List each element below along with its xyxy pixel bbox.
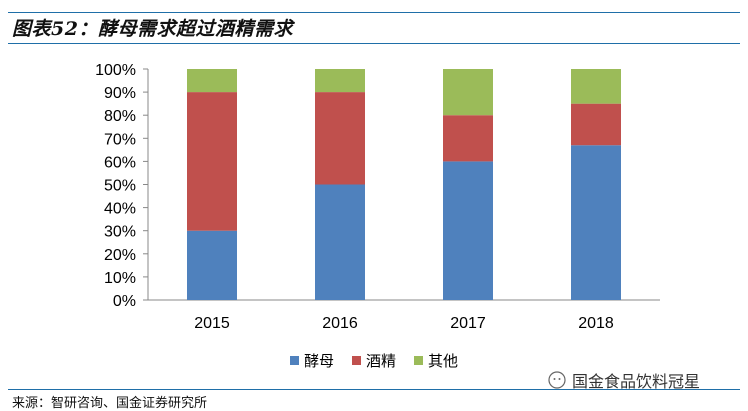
y-tick-label: 60% — [104, 154, 136, 171]
y-tick-label: 80% — [104, 108, 136, 125]
legend-item-alcohol: 酒精 — [352, 350, 396, 371]
bar-yeast-2017 — [443, 161, 493, 300]
bar-other-2015 — [187, 69, 237, 93]
chart-title: 图表52：酵母需求超过酒精需求 — [12, 18, 293, 40]
x-tick-label: 2015 — [194, 315, 230, 332]
y-tick-label: 20% — [104, 247, 136, 264]
source-rule — [8, 389, 740, 390]
x-tick-label: 2017 — [450, 315, 486, 332]
bar-other-2016 — [315, 69, 365, 93]
legend-label-other: 其他 — [428, 352, 459, 370]
watermark-text: 国金食品饮料冠星 — [572, 372, 701, 391]
wechat-icon — [548, 371, 566, 389]
y-tick-label: 0% — [113, 293, 136, 310]
title-rule-top — [8, 12, 740, 13]
y-tick-label: 70% — [104, 131, 136, 148]
bar-alcohol-2018 — [571, 103, 621, 146]
bar-yeast-2015 — [187, 230, 237, 300]
bar-alcohol-2017 — [443, 115, 493, 162]
y-tick-label: 10% — [104, 270, 136, 287]
legend-label-yeast: 酵母 — [304, 352, 335, 370]
bar-alcohol-2015 — [187, 92, 237, 231]
source-note: 来源：智研咨询、国金证券研究所 — [12, 396, 208, 411]
bar-yeast-2018 — [571, 145, 621, 300]
stacked-bar-chart: 0% 10% 20% 30% 40% 50% 60% 70% 80% 90% 100% 2015 201… — [95, 62, 660, 332]
x-tick-label: 2016 — [322, 315, 358, 332]
bar-alcohol-2016 — [315, 92, 365, 185]
y-tick-label: 40% — [104, 201, 136, 218]
bar-other-2018 — [571, 69, 621, 104]
legend: 酵母 酒精 其他 — [290, 350, 458, 371]
legend-swatch-yeast — [290, 356, 299, 365]
legend-item-other: 其他 — [414, 350, 458, 371]
bar-other-2017 — [443, 69, 493, 116]
legend-swatch-other — [414, 356, 424, 365]
y-tick-label: 100% — [95, 62, 136, 79]
legend-swatch-alcohol — [352, 356, 362, 365]
title-rule-bottom — [8, 43, 740, 44]
legend-label-alcohol: 酒精 — [366, 352, 397, 370]
watermark: 国金食品饮料冠星 — [548, 368, 700, 392]
y-tick-label: 30% — [104, 224, 136, 241]
y-tick-label: 50% — [104, 178, 136, 195]
legend-item-yeast: 酵母 — [290, 350, 334, 371]
bar-yeast-2016 — [315, 184, 365, 300]
x-tick-label: 2018 — [578, 315, 614, 332]
y-tick-label: 90% — [104, 85, 136, 102]
